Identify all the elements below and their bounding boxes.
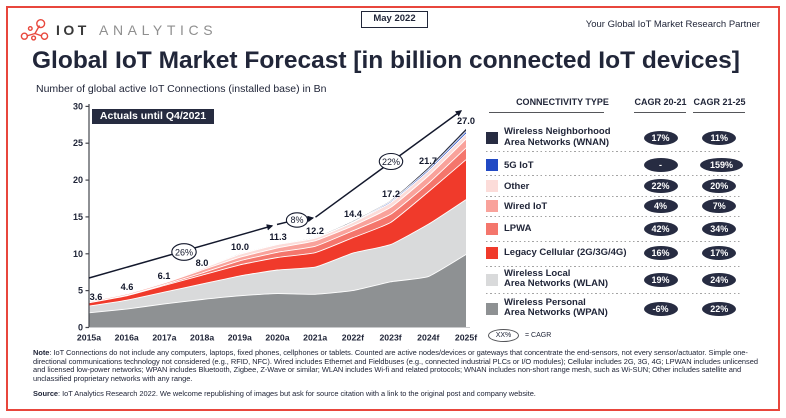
svg-text:2024f: 2024f — [417, 333, 439, 343]
svg-text:2019a: 2019a — [228, 333, 252, 343]
svg-text:2025f: 2025f — [455, 333, 477, 343]
svg-text:2018a: 2018a — [190, 333, 214, 343]
svg-text:14.4: 14.4 — [344, 209, 363, 219]
svg-text:8%: 8% — [290, 215, 303, 225]
svg-text:11.3: 11.3 — [269, 232, 286, 242]
svg-text:25: 25 — [73, 138, 83, 148]
svg-text:2023f: 2023f — [379, 333, 401, 343]
svg-text:10.0: 10.0 — [231, 242, 249, 252]
svg-text:2022f: 2022f — [342, 333, 364, 343]
svg-text:12.2: 12.2 — [306, 226, 324, 236]
svg-text:6.1: 6.1 — [158, 271, 171, 281]
svg-text:30: 30 — [73, 101, 83, 111]
svg-text:2021a: 2021a — [303, 333, 327, 343]
svg-text:5: 5 — [78, 286, 83, 296]
svg-text:2020a: 2020a — [265, 333, 289, 343]
svg-text:8.0: 8.0 — [196, 258, 209, 268]
svg-text:15: 15 — [73, 212, 83, 222]
svg-text:2017a: 2017a — [152, 333, 176, 343]
svg-text:20: 20 — [73, 175, 83, 185]
svg-text:17.2: 17.2 — [382, 189, 400, 199]
svg-text:22%: 22% — [382, 157, 400, 167]
svg-text:2015a: 2015a — [77, 333, 101, 343]
svg-text:0: 0 — [78, 323, 83, 333]
svg-text:2016a: 2016a — [115, 333, 139, 343]
svg-text:27.0: 27.0 — [457, 116, 475, 126]
svg-text:26%: 26% — [175, 247, 193, 257]
svg-text:10: 10 — [73, 249, 83, 259]
svg-text:4.6: 4.6 — [121, 282, 134, 292]
svg-text:21.7: 21.7 — [419, 156, 437, 166]
svg-text:3.6: 3.6 — [90, 292, 103, 302]
